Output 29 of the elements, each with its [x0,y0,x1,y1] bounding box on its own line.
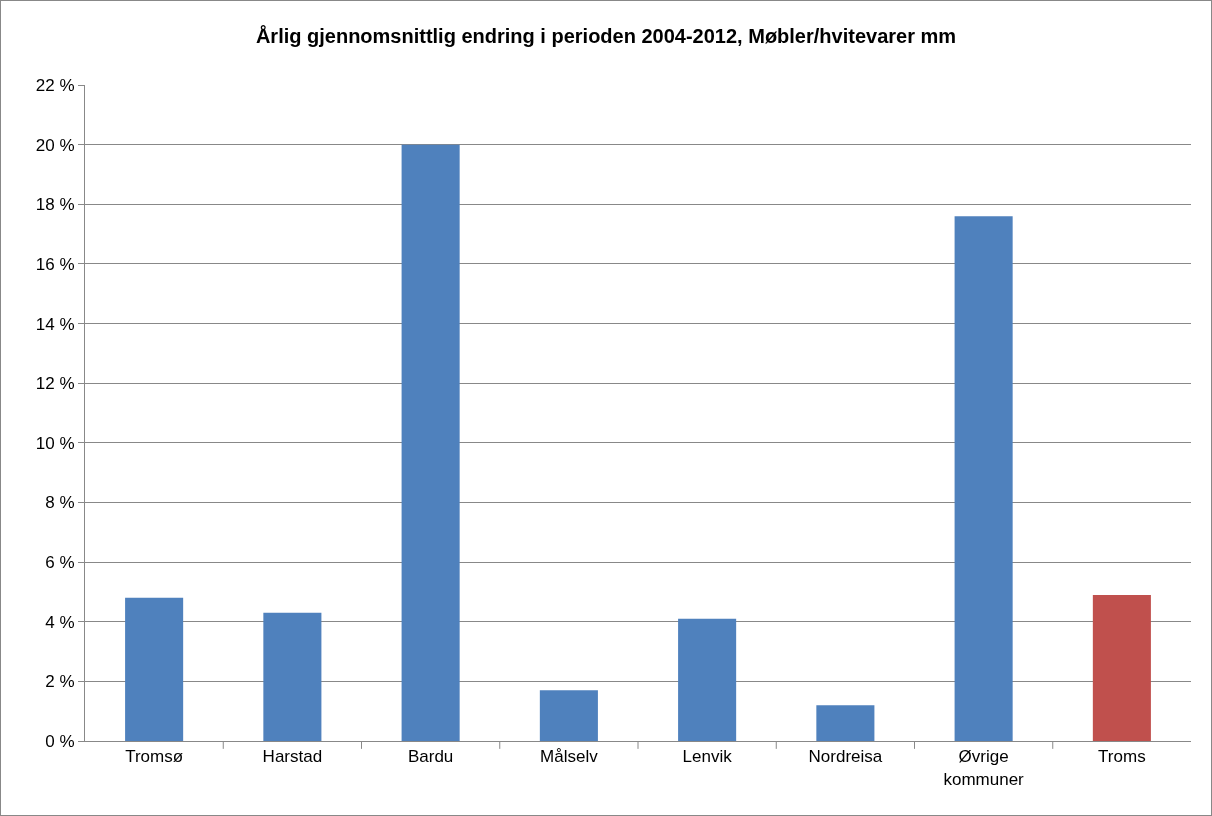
y-tick-label: 0 % [45,731,75,751]
x-tick-label: Tromsø [125,747,184,767]
chart-title: Årlig gjennomsnittlig endring i perioden 2004-2012, Møbler/hvitevarer mm [255,24,957,48]
bar [539,690,598,741]
bar [401,144,460,741]
y-tick-label: 14 % [35,314,75,334]
bar [678,618,737,741]
bar [816,705,875,741]
y-tick-label: 4 % [45,612,75,632]
bar [1092,594,1151,741]
x-tick-label: Målselv [540,747,599,767]
x-tick-label: Harstad [262,747,323,767]
y-tick-label: 10 % [35,433,75,453]
y-tick-label: 16 % [35,254,75,274]
x-tick-label: Lenvik [682,747,733,767]
y-tick-label: 6 % [45,553,75,573]
x-tick-label: Øvrige kommuner [943,747,1025,789]
y-tick-label: 12 % [35,374,75,394]
y-tick-label: 20 % [35,135,75,155]
x-tick-label: Troms [1098,747,1146,767]
bar [125,597,184,741]
y-tick-label: 22 % [35,75,75,95]
y-tick-label: 8 % [45,493,75,513]
bar [954,216,1013,741]
x-tick-label: Bardu [407,747,454,767]
y-tick-label: 2 % [45,672,75,692]
x-tick-label: Nordreisa [808,747,883,767]
y-tick-label: 18 % [35,195,75,215]
bar [263,612,322,741]
